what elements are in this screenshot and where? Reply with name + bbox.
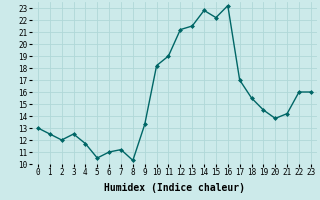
X-axis label: Humidex (Indice chaleur): Humidex (Indice chaleur) — [104, 183, 245, 193]
